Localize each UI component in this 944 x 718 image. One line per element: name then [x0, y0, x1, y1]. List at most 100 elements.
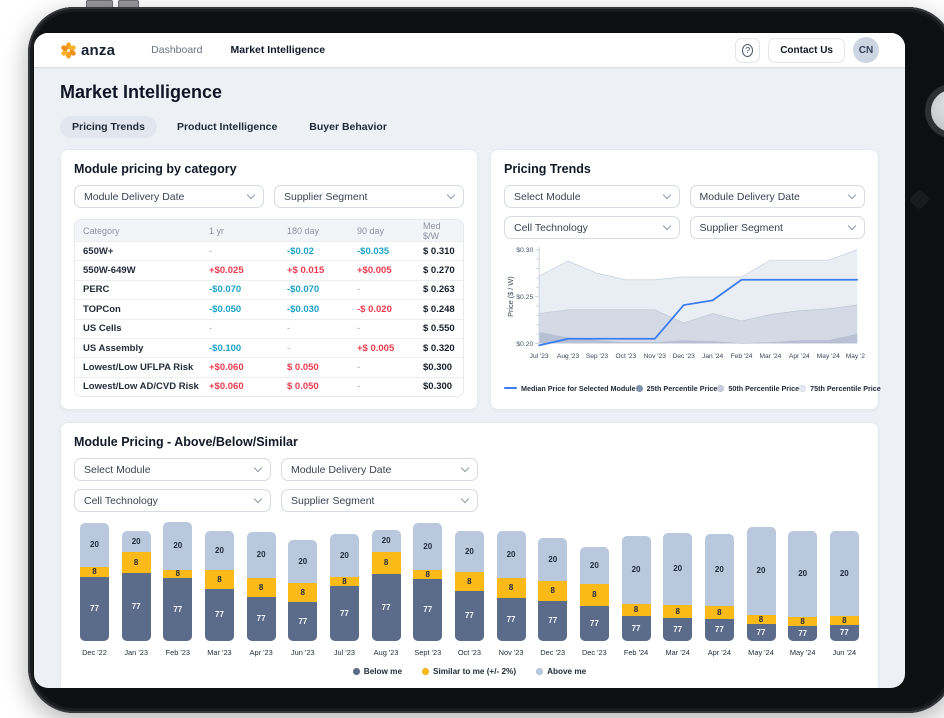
nav-link-market-intelligence[interactable]: Market Intelligence	[230, 44, 326, 56]
stacked-bar[interactable]: 20 8 77	[454, 521, 484, 642]
tab-buyer-behavior[interactable]: Buyer Behavior	[309, 121, 387, 133]
stacked-bar[interactable]: 20 8 77	[496, 521, 526, 642]
bar-group: 20 8 77 Apr '24	[704, 521, 735, 657]
user-avatar[interactable]: CN	[853, 37, 879, 63]
bar-group: 20 8 77 Mar '24	[662, 521, 693, 657]
segment-below-me: 77	[371, 574, 401, 642]
help-button[interactable]: ?	[735, 37, 761, 63]
value-cell: -$ 0.020	[357, 303, 392, 315]
segment-below-me: 77	[121, 573, 151, 642]
question-mark-icon: ?	[742, 43, 754, 57]
stacked-bar[interactable]: 20 8 77	[80, 521, 109, 642]
bar-group: 20 8 77 Jan '23	[121, 521, 152, 657]
category-cell: US Cells	[83, 323, 122, 335]
segment-above-me: 20	[746, 527, 776, 616]
value-cell: -	[357, 284, 361, 296]
svg-text:Oct '23: Oct '23	[615, 353, 636, 360]
category-cell: 550W-649W	[83, 265, 136, 277]
stacked-bar[interactable]: 20 8 77	[746, 521, 776, 642]
value-cell: $ 0.050	[287, 381, 319, 393]
dot-swatch	[635, 384, 643, 392]
table-row[interactable]: 650W+ - -$0.02 -$0.035 $ 0.310	[75, 241, 463, 261]
stacked-bar[interactable]: 20 8 77	[621, 521, 651, 642]
stacked-bar[interactable]: 20 8 77	[163, 521, 193, 642]
filter-label: Select Module	[514, 190, 581, 203]
trends-filter-module-delivery-date[interactable]: Module Delivery Date	[689, 185, 865, 208]
table-row[interactable]: Lowest/Low AD/CVD Risk +$0.060 $ 0.050 - $0.…	[75, 376, 463, 397]
trends-filter-select-module[interactable]: Select Module	[504, 185, 680, 208]
table-row[interactable]: PERC -$0.070 -$0.070 - $ 0.263	[75, 279, 463, 300]
legend-item: Median Price for Selected Module	[504, 384, 636, 393]
table-header-row: Category 1 yr 180 day 90 day Med $/W	[75, 220, 463, 241]
stacked-bar[interactable]: 20 8 77	[288, 521, 318, 642]
segment-below-me: 77	[704, 619, 734, 642]
stacked-bar[interactable]: 20 8 77	[538, 521, 568, 642]
stacked-bar[interactable]: 20 8 77	[579, 521, 609, 642]
table-row[interactable]: 550W-649W +$0.025 +$ 0.015 +$0.005 $ 0.270	[75, 260, 463, 280]
tab-product-intelligence[interactable]: Product Intelligence	[176, 121, 278, 133]
segment-similar-to-me: 8	[454, 572, 484, 592]
stacked-bar[interactable]: 20 8 77	[663, 521, 693, 642]
value-cell: -	[287, 323, 291, 335]
trends-filter-supplier-segment[interactable]: Supplier Segment	[689, 216, 865, 239]
svg-text:Feb '24: Feb '24	[731, 353, 753, 360]
segment-below-me: 77	[579, 606, 609, 642]
value-cell: -$0.070	[209, 284, 242, 296]
svg-text:May '24: May '24	[817, 353, 840, 360]
filter-label: Cell Technology	[514, 221, 588, 234]
anza-logo[interactable]: anza	[60, 42, 115, 59]
segment-below-me: 77	[163, 578, 193, 642]
stacked-bar[interactable]: 20 8 77	[829, 521, 859, 642]
chevron-down-icon	[460, 463, 470, 473]
contact-us-button[interactable]: Contact Us	[768, 37, 845, 63]
stacked-bar[interactable]: 20 8 77	[121, 521, 151, 642]
top-navigation-bar: anza Dashboard Market Intelligence ? Cont…	[34, 33, 905, 67]
filter-label: Supplier Segment	[291, 494, 375, 507]
trends-filter-cell-technology[interactable]: Cell Technology	[504, 216, 680, 239]
pricing-filter-cell-technology[interactable]: Cell Technology	[74, 489, 271, 513]
bar-group: 20 8 77 Nov '23	[496, 521, 527, 657]
segment-above-me: 20	[788, 531, 818, 618]
bar-month-label: Jan '23	[124, 648, 148, 658]
screen: anza Dashboard Market Intelligence ? Cont…	[34, 33, 905, 688]
stacked-bar[interactable]: 20 8 77	[246, 521, 276, 642]
pricing-trends-chart: $0.20 $0.25 $0.30 Jul '23 Aug '23 Sep '23 Oct …	[506, 246, 865, 360]
bar-month-label: May '24	[748, 648, 774, 658]
svg-text:Apr '24: Apr '24	[789, 353, 810, 360]
table-row[interactable]: US Cells - - - $ 0.550	[75, 318, 463, 338]
chevron-down-icon	[662, 221, 671, 231]
table-row[interactable]: TOPCon -$0.050 -$0.030 -$ 0.020 $ 0.248	[75, 299, 463, 319]
value-cell: -$0.030	[287, 303, 320, 315]
segment-above-me: 20	[204, 531, 234, 571]
pricing-filter-supplier-segment[interactable]: Supplier Segment	[281, 489, 478, 513]
stacked-bar[interactable]: 20 8 77	[329, 521, 359, 642]
stacked-bar[interactable]: 20 8 77	[788, 521, 818, 642]
table-row[interactable]: Lowest/Low UFLPA Risk +$0.060 $ 0.050 - $0.3…	[75, 357, 463, 377]
category-cell: TOPCon	[83, 303, 121, 315]
svg-text:Price ($ / W): Price ($ / W)	[506, 276, 515, 317]
table-row[interactable]: US Assembly -$0.100 - +$ 0.005 $ 0.320	[75, 337, 463, 358]
pricing-filter-select-module[interactable]: Select Module	[74, 458, 271, 482]
svg-text:May '24: May '24	[846, 353, 865, 360]
category-filter-module-delivery-date[interactable]: Module Delivery Date	[74, 185, 264, 208]
bar-group: 20 8 77 Apr '23	[246, 521, 277, 657]
camera-lens-icon	[925, 84, 944, 138]
nav-link-dashboard[interactable]: Dashboard	[151, 44, 203, 56]
pricing-filter-module-delivery-date[interactable]: Module Delivery Date	[281, 458, 478, 482]
stacked-bar[interactable]: 20 8 77	[371, 521, 401, 642]
topbar-actions: ? Contact Us CN	[735, 37, 879, 63]
bar-month-label: Dec '22	[82, 648, 107, 658]
stacked-bar[interactable]: 20 8 77	[704, 521, 734, 642]
chevron-down-icon	[662, 190, 671, 200]
svg-text:$0.20: $0.20	[516, 341, 533, 348]
segment-below-me: 77	[663, 618, 693, 642]
stacked-bar[interactable]: 20 8 77	[413, 521, 443, 642]
chevron-down-icon	[246, 190, 256, 200]
value-cell: -	[357, 362, 361, 374]
value-cell: +$0.060	[209, 362, 244, 374]
value-cell: +$ 0.005	[357, 342, 395, 354]
category-filter-supplier-segment[interactable]: Supplier Segment	[274, 185, 464, 208]
tab-pricing-trends[interactable]: Pricing Trends	[60, 116, 157, 138]
stacked-bar[interactable]: 20 8 77	[204, 521, 234, 642]
